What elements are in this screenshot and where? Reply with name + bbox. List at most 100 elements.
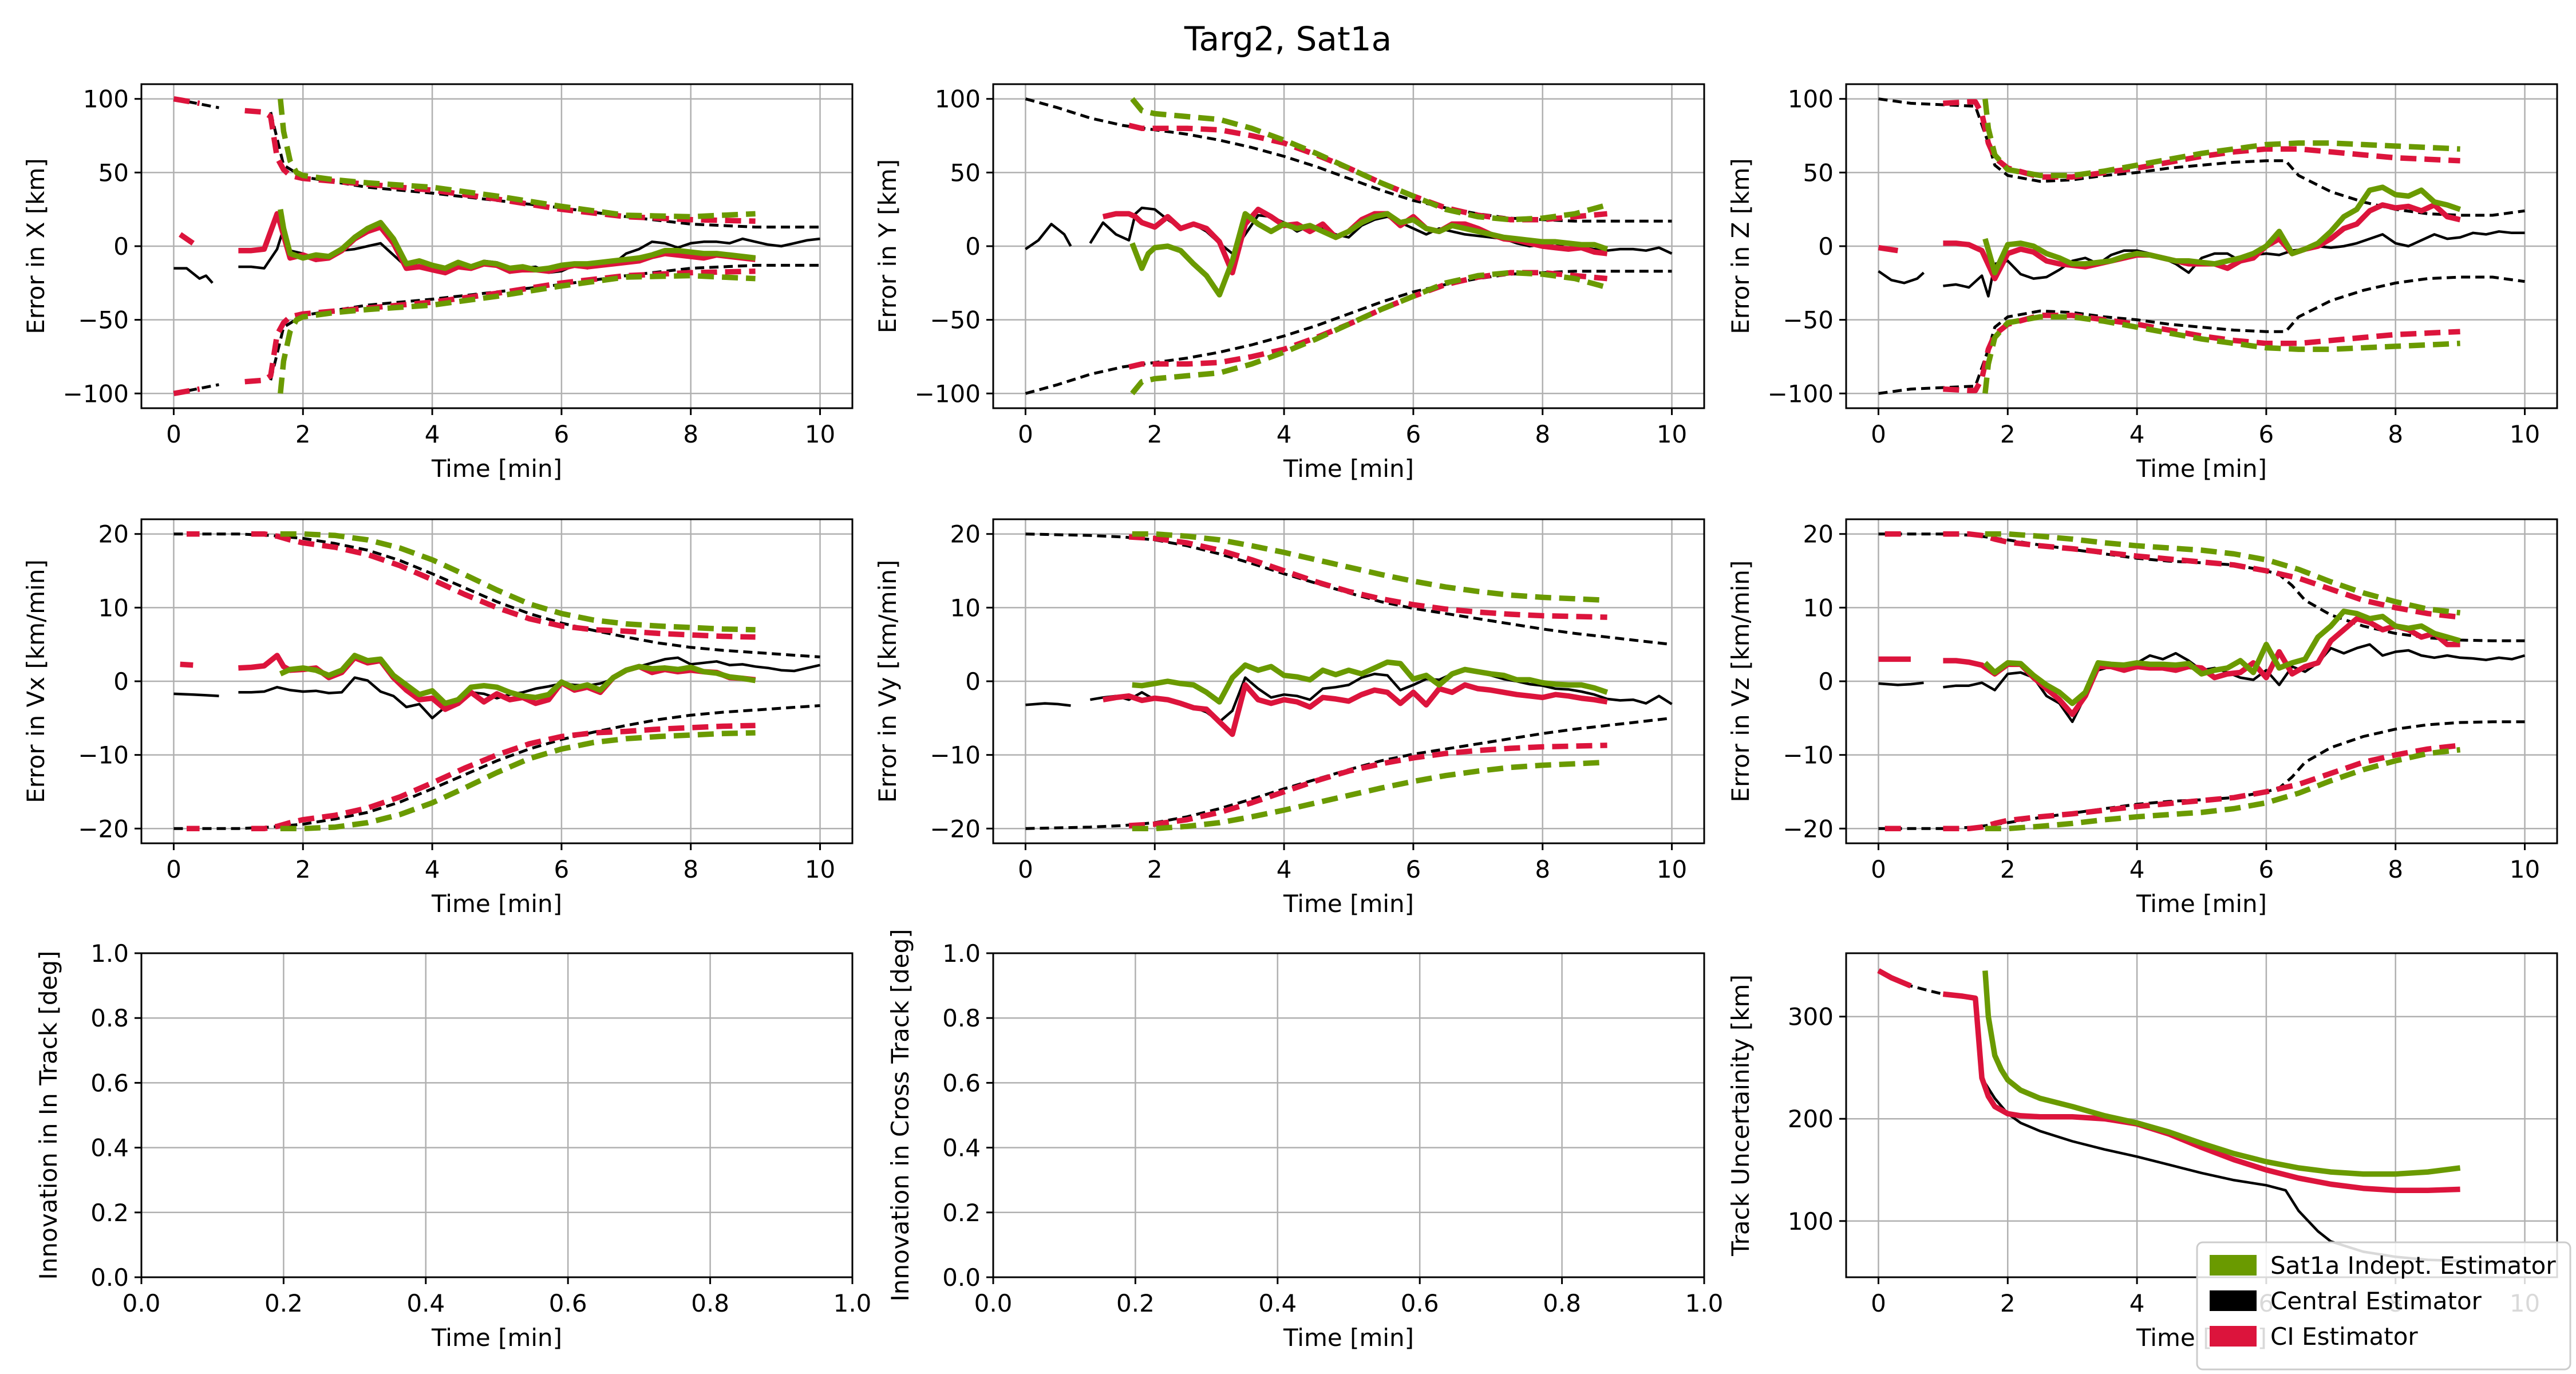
x-tick-label: 0.8 — [691, 1289, 729, 1317]
x-tick-label: 4 — [1277, 420, 1292, 448]
x-tick-label: 6 — [554, 420, 570, 448]
y-axis-label: Error in Z [km] — [1726, 158, 1755, 334]
series-sat1a-solid-thick-5 — [1129, 211, 1609, 298]
series-sat1a-dashed-thick-3-lower — [1130, 270, 1608, 396]
y-tick-label: 0.0 — [90, 1264, 129, 1292]
y-tick-label: −10 — [1783, 741, 1834, 769]
series-ci-dashed-thick-2-lower — [1128, 743, 1607, 828]
y-axis-label: Error in Vz [km/min] — [1726, 560, 1755, 803]
y-tick-label: −20 — [1783, 815, 1834, 843]
x-tick-label: 0.8 — [1543, 1289, 1581, 1317]
x-tick-label: 2 — [2000, 420, 2016, 448]
x-tick-label: 0 — [1871, 420, 1886, 448]
x-axis-label: Time [min] — [431, 1324, 562, 1352]
axes-frame — [140, 952, 854, 1278]
y-tick-label: −100 — [1768, 380, 1834, 408]
x-tick-label: 0.0 — [974, 1289, 1013, 1317]
subplot-8: 0.0 0.2 0.4 0.6 0.8 1.0 0.0 0.2 0.4 0.6 0.8 1.0 Time… — [886, 929, 1723, 1352]
legend-swatch — [2210, 1326, 2257, 1347]
series-sat1a-solid-thick-3 — [1982, 970, 2461, 1177]
series-sat1a-solid-thick-5 — [1982, 184, 2462, 276]
y-tick-label: 0 — [113, 668, 129, 696]
y-tick-label: −20 — [930, 815, 981, 843]
y-tick-label: 0.0 — [942, 1264, 981, 1292]
x-tick-label: 10 — [805, 855, 835, 883]
x-tick-label: 0 — [1871, 1289, 1886, 1317]
y-tick-label: 0.2 — [90, 1199, 129, 1227]
y-tick-label: 50 — [98, 159, 129, 187]
x-tick-label: 0.2 — [264, 1289, 303, 1317]
y-tick-label: −50 — [1783, 306, 1834, 334]
legend-label: CI Estimator — [2270, 1322, 2418, 1351]
series-ci-dashed-thick-2-lower — [1943, 313, 2460, 393]
series-ci-dashed-thick-2-lower — [1884, 743, 2461, 832]
x-tick-label: 0 — [1871, 855, 1886, 883]
series-ci-dashed-thick-2 — [1943, 99, 2460, 180]
x-tick-label: 8 — [1535, 855, 1550, 883]
series-sat1a-dashed-thick-3 — [1130, 97, 1608, 223]
series-ci-dashed-thick-2-lower — [187, 722, 756, 832]
y-tick-label: 0 — [113, 232, 129, 260]
series-central-dashed-thin-0 — [1025, 97, 1672, 223]
series-sat1a-dashed-thick-3 — [1982, 98, 2460, 179]
x-axis-label: Time [min] — [1283, 1324, 1414, 1352]
x-tick-label: 0.4 — [1258, 1289, 1297, 1317]
plot-area — [1878, 531, 2526, 832]
y-tick-label: 20 — [950, 520, 981, 548]
subplot-5: 0 2 4 6 8 10 −20 −10 0 10 20 Time [min] Error in Vy … — [874, 518, 1705, 918]
y-axis-label: Error in Y [km] — [874, 159, 902, 333]
x-tick-label: 10 — [1657, 420, 1687, 448]
x-tick-label: 0.6 — [1401, 1289, 1439, 1317]
x-tick-label: 0.2 — [1116, 1289, 1155, 1317]
y-tick-label: 20 — [98, 520, 129, 548]
y-tick-label: −20 — [78, 815, 129, 843]
x-axis-label: Time [min] — [431, 455, 562, 483]
x-tick-label: 8 — [2388, 855, 2403, 883]
series-ci-dashed-thick-2 — [1128, 534, 1607, 620]
y-tick-label: 0 — [1818, 668, 1834, 696]
subplot-6: 0 2 4 6 8 10 −20 −10 0 10 20 Time [min] Error in Vz … — [1726, 518, 2558, 918]
y-axis-label: Error in X [km] — [22, 158, 50, 334]
y-tick-label: −10 — [78, 741, 129, 769]
y-axis-label: Innovation in In Track [deg] — [34, 951, 62, 1280]
x-tick-label: 6 — [2259, 855, 2274, 883]
x-tick-label: 6 — [2259, 420, 2274, 448]
y-tick-label: 20 — [1803, 520, 1834, 548]
x-tick-label: 0.6 — [549, 1289, 587, 1317]
x-tick-label: 10 — [2510, 855, 2540, 883]
series-central-dashed-thin-0 — [1878, 97, 2525, 217]
y-tick-label: −100 — [63, 380, 129, 408]
subplot-4: 0 2 4 6 8 10 −20 −10 0 10 20 Time [min] Error in Vx … — [22, 518, 854, 918]
figure-title: Targ2, Sat1a — [1184, 19, 1392, 58]
series-ci-dashed-thick-2 — [1884, 531, 2461, 620]
y-tick-label: 10 — [98, 594, 129, 622]
y-tick-label: 0.8 — [942, 1004, 981, 1032]
y-tick-label: 10 — [950, 594, 981, 622]
x-tick-label: 8 — [683, 855, 698, 883]
x-tick-label: 0 — [166, 420, 181, 448]
y-tick-label: 0.4 — [90, 1134, 129, 1162]
x-tick-label: 2 — [295, 420, 311, 448]
series-sat1a-solid-thick-5 — [278, 208, 756, 273]
x-tick-label: 1.0 — [1685, 1289, 1724, 1317]
plot-area — [1878, 97, 2525, 395]
x-tick-label: 0 — [1018, 420, 1033, 448]
x-tick-label: 2 — [2000, 855, 2016, 883]
x-tick-label: 6 — [554, 855, 570, 883]
plot-area — [173, 96, 820, 396]
series-sat1a-dashed-thick-3 — [1132, 531, 1607, 603]
y-tick-label: −10 — [930, 741, 981, 769]
y-tick-label: 0.6 — [942, 1069, 981, 1097]
series-sat1a-dashed-thick-3 — [280, 531, 756, 633]
series-ci-solid-thick-4 — [1103, 682, 1608, 737]
x-tick-label: 6 — [1406, 420, 1421, 448]
y-tick-label: 1.0 — [942, 939, 981, 968]
y-tick-label: 10 — [1803, 594, 1834, 622]
series-sat1a-solid-thick-5 — [1983, 609, 2461, 706]
x-axis-label: Time [min] — [1283, 890, 1414, 918]
y-tick-label: 100 — [1788, 1207, 1834, 1235]
series-central-solid-thin-1 — [1878, 230, 2525, 298]
x-tick-label: 10 — [2510, 420, 2540, 448]
x-tick-label: 2 — [295, 855, 311, 883]
